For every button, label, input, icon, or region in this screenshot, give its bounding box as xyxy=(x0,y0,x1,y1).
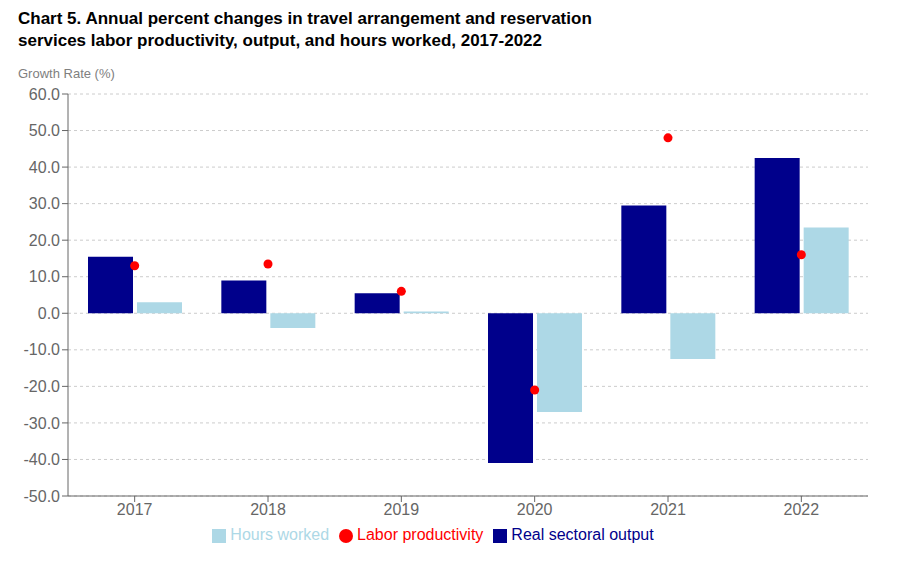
html-text:Chart 5. Annual percent change: Chart 5. Annual percent changes in trave… xyxy=(18,9,592,28)
svg-text:-10.0: -10.0 xyxy=(24,341,61,358)
html-text:Labor productivity: Labor productivity xyxy=(357,526,484,543)
svg-text:2019: 2019 xyxy=(384,501,420,518)
svg-text:50.0: 50.0 xyxy=(29,122,60,139)
svg-text:2018: 2018 xyxy=(250,501,286,518)
svg-text:-30.0: -30.0 xyxy=(24,415,61,432)
svg-text:-40.0: -40.0 xyxy=(24,451,61,468)
svg-text:2017: 2017 xyxy=(117,501,153,518)
html-text:services labor productivity, o: services labor productivity, output, and… xyxy=(18,31,542,50)
svg-text:30.0: 30.0 xyxy=(29,195,60,212)
html-text:Growth Rate (%): Growth Rate (%) xyxy=(18,66,115,81)
svg-text:2020: 2020 xyxy=(517,501,553,518)
svg-text:10.0: 10.0 xyxy=(29,268,60,285)
svg-text:40.0: 40.0 xyxy=(29,159,60,176)
html-text:Real sectoral output: Real sectoral output xyxy=(511,526,654,543)
svg-text:20.0: 20.0 xyxy=(29,232,60,249)
svg-text:60.0: 60.0 xyxy=(29,86,60,103)
svg-text:-20.0: -20.0 xyxy=(24,378,61,395)
html-text:Hours worked: Hours worked xyxy=(230,526,329,543)
svg-text:2021: 2021 xyxy=(650,501,686,518)
svg-text:2022: 2022 xyxy=(784,501,820,518)
svg-text:-50.0: -50.0 xyxy=(24,488,61,505)
svg-text:0.0: 0.0 xyxy=(38,305,60,322)
